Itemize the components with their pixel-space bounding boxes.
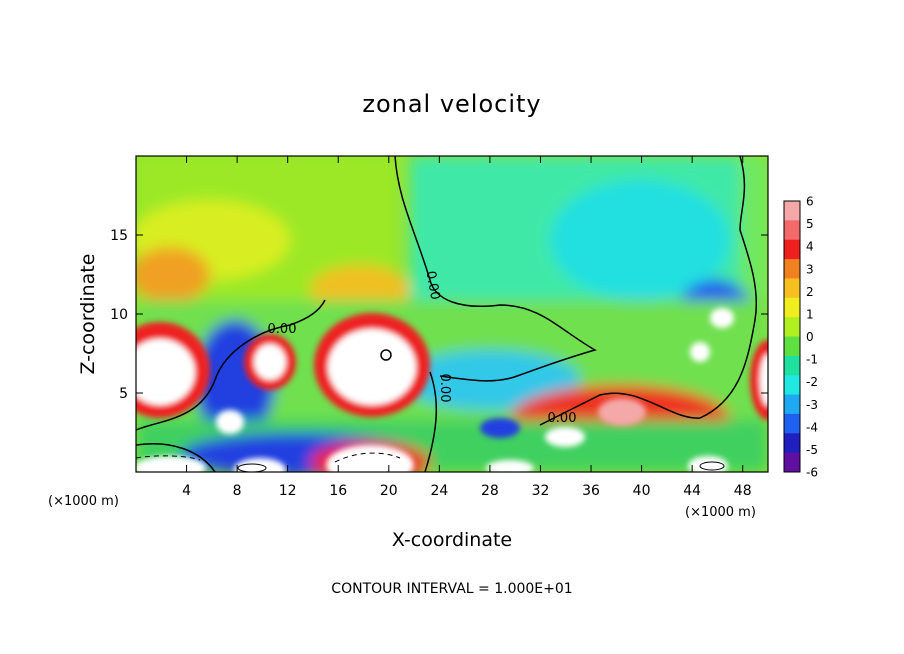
- y-tick-label: 15: [110, 228, 128, 244]
- blob-bottom-1: [234, 458, 286, 472]
- colorbar-tick-label: 3: [806, 262, 814, 276]
- colorbar-tick-label: -1: [806, 353, 818, 367]
- region-cyan-core: [550, 180, 730, 300]
- x-unit-right: (×1000 m): [685, 505, 756, 520]
- contour-dashed-1: [136, 455, 201, 461]
- colorbar-swatch: [784, 375, 800, 396]
- x-tick-label: 40: [633, 483, 651, 499]
- contour-label: 0.00: [268, 322, 297, 337]
- colorbar-swatch: [784, 317, 800, 337]
- x-tick-label: 20: [380, 483, 398, 499]
- y-tick-label: 10: [110, 307, 128, 323]
- colorbar-tick-label: -4: [806, 420, 818, 434]
- colorbar-tick-label: 4: [806, 240, 814, 254]
- colorbar-tick-label: 5: [806, 217, 814, 231]
- colorbar-tick-label: -5: [806, 443, 818, 457]
- colorbar-tick-label: -3: [806, 398, 818, 412]
- colorbar-swatch: [784, 433, 800, 454]
- colorbar-swatch: [784, 259, 800, 279]
- contour-bottom-2: [699, 461, 725, 471]
- contour-right: [539, 156, 758, 426]
- colorbar-swatch: [784, 278, 800, 299]
- blob-left-white: [136, 339, 195, 405]
- blob-x8-white: [216, 410, 244, 434]
- blob-bottom-5: [688, 456, 728, 472]
- colorbar-frame: [783, 200, 801, 473]
- contour-labels: 0.00 0.00 0.00 0.00: [268, 270, 577, 426]
- x-tick-label: 4: [182, 483, 191, 499]
- blob-white-2: [545, 427, 585, 447]
- blob-bottom-4: [486, 460, 534, 472]
- contour-bottom-1: [237, 463, 267, 472]
- colorbar-swatch: [784, 201, 800, 221]
- x-tick-label: 24: [430, 483, 448, 499]
- contour-label: 0.00: [548, 411, 577, 426]
- region-mid-cyan: [400, 350, 580, 410]
- colorbar-tick-label: 6: [806, 195, 814, 209]
- small-contours: [237, 461, 725, 472]
- blob-bottom-3: [136, 456, 206, 472]
- colorbar-swatch: [784, 239, 800, 260]
- colorbar-tick-label: -2: [806, 375, 818, 389]
- x-unit-left: (×1000 m): [48, 494, 119, 509]
- x-tick-label: 48: [734, 483, 752, 499]
- x-tick-label: 12: [279, 483, 297, 499]
- y-axis: 5 10 15: [110, 228, 768, 402]
- blob-center-white: [328, 329, 416, 405]
- colorbar-tick-label: 1: [806, 307, 814, 321]
- contour-mid: [424, 371, 438, 472]
- heatmap-field: [136, 156, 768, 472]
- negative-contours: [136, 452, 401, 463]
- blob-x10-white: [254, 344, 286, 380]
- blob-white-4: [690, 342, 710, 362]
- colorbar-swatch: [784, 452, 800, 473]
- x-tick-label: 28: [481, 483, 499, 499]
- region-orange-band: [136, 247, 210, 303]
- contour-small: [380, 349, 392, 361]
- colorbar-swatch: [784, 297, 800, 318]
- contour-left: [136, 299, 326, 431]
- chart-title: zonal velocity: [362, 90, 541, 118]
- x-tick-label: 36: [582, 483, 600, 499]
- x-tick-label: 16: [329, 483, 347, 499]
- blob-bottom-2: [326, 445, 414, 472]
- colorbar-tick-label: -6: [806, 466, 818, 480]
- contour-upper: [394, 156, 597, 382]
- colorbar-swatch: [784, 394, 800, 415]
- colorbar-swatch: [784, 413, 800, 434]
- colorbar-swatch: [784, 336, 800, 357]
- x-tick-label: 44: [683, 483, 701, 499]
- blob-blue-mid: [480, 418, 520, 438]
- x-axis: 4 8 12 16 20 24 28 32 36 40 44 48: [182, 156, 752, 499]
- x-axis-label: X-coordinate: [392, 529, 512, 551]
- contour-label: 0.00: [437, 374, 452, 403]
- x-tick-label: 32: [532, 483, 550, 499]
- contour-interval-note: CONTOUR INTERVAL = 1.000E+01: [331, 581, 572, 597]
- colorbar-swatch: [784, 355, 800, 376]
- zero-contours: [136, 156, 758, 472]
- contour-lower-left: [136, 443, 216, 472]
- y-tick-label: 5: [119, 386, 128, 402]
- y-axis-label: Z-coordinate: [77, 254, 99, 375]
- x-tick-label: 8: [233, 483, 242, 499]
- blob-pink-1: [598, 398, 646, 426]
- colorbar: 6 5 4 3 2 1 0 -1 -2 -3 -4 -5 -6: [783, 195, 818, 480]
- contour-label: 0.00: [423, 270, 443, 301]
- blob-white-3: [710, 308, 734, 328]
- colorbar-tick-label: 0: [806, 330, 814, 344]
- colorbar-swatch: [784, 220, 800, 241]
- colorbar-tick-label: 2: [806, 285, 814, 299]
